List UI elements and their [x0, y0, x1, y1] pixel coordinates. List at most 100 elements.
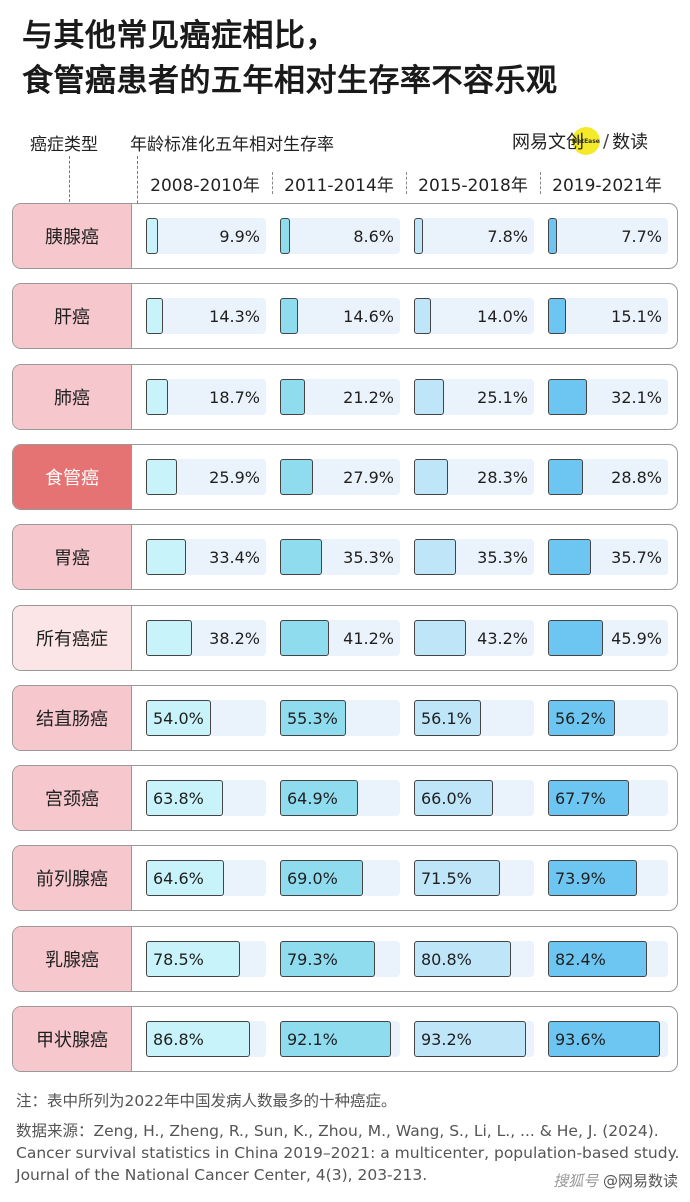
survival-bar	[146, 780, 223, 816]
period-separator	[406, 172, 407, 194]
bar-track: 43.2%	[414, 620, 534, 656]
title-line-1: 与其他常见癌症相比，	[22, 18, 337, 54]
period-separator	[272, 172, 273, 194]
value-label: 41.2%	[343, 628, 394, 648]
value-label: 33.4%	[209, 547, 260, 567]
value-label: 35.7%	[611, 547, 662, 567]
brand-logo: 网易文创 NetEase / 数读	[512, 126, 648, 156]
brand-slash: /	[603, 130, 610, 152]
value-label: 28.3%	[477, 467, 528, 487]
bar-track: 33.4%	[146, 539, 266, 575]
value-label: 14.0%	[477, 306, 528, 326]
survival-bar	[548, 780, 630, 816]
bar-track: 14.0%	[414, 298, 534, 334]
rate-label-leader-line	[137, 156, 138, 238]
brand-yellow-dot: NetEase	[572, 127, 600, 155]
value-label: 80.8%	[421, 949, 472, 969]
survival-bar	[280, 379, 306, 415]
bar-track: 56.2%	[548, 700, 668, 736]
period-label: 2019-2021年	[552, 176, 662, 196]
value-label: 14.6%	[343, 306, 394, 326]
cancer-type-label: 前列腺癌	[13, 846, 132, 910]
watermark-handle: @网易数读	[602, 1172, 678, 1190]
bar-track: 9.9%	[146, 218, 266, 254]
value-label: 14.3%	[209, 306, 260, 326]
survival-bar	[146, 700, 211, 736]
bar-track: 64.9%	[280, 780, 400, 816]
value-label: 63.8%	[153, 788, 204, 808]
value-label: 15.1%	[611, 306, 662, 326]
bar-track: 45.9%	[548, 620, 668, 656]
value-label: 35.3%	[477, 547, 528, 567]
survival-bar	[280, 620, 330, 656]
bar-track: 54.0%	[146, 700, 266, 736]
bar-track: 63.8%	[146, 780, 266, 816]
bar-track: 32.1%	[548, 379, 668, 415]
title-line-2: 食管癌患者的五年相对生存率不容乐观	[22, 63, 558, 99]
bar-track: 27.9%	[280, 459, 400, 495]
period-separator	[540, 172, 541, 194]
bar-track: 64.6%	[146, 860, 266, 896]
period-label: 2011-2014年	[284, 176, 394, 196]
bar-track: 7.8%	[414, 218, 534, 254]
bar-track: 66.0%	[414, 780, 534, 816]
bar-track: 93.6%	[548, 1021, 668, 1057]
footnote: 注：表中所列为2022年中国发病人数最多的十种癌症。	[16, 1092, 397, 1110]
cancer-row: 胃癌 33.4% 35.3% 35.3% 35.7%	[12, 524, 678, 590]
survival-bar	[414, 379, 445, 415]
bar-track: 69.0%	[280, 860, 400, 896]
value-label: 35.3%	[343, 547, 394, 567]
survival-bar	[548, 1021, 661, 1057]
survival-bar	[280, 1021, 391, 1057]
value-label: 69.0%	[287, 868, 338, 888]
survival-bar	[280, 539, 323, 575]
survival-bar	[548, 941, 647, 977]
survival-bar	[548, 379, 587, 415]
value-label: 92.1%	[287, 1029, 338, 1049]
cancer-type-column-label: 癌症类型	[30, 135, 98, 155]
value-label: 79.3%	[287, 949, 338, 969]
value-label: 21.2%	[343, 387, 394, 407]
cancer-row: 甲状腺癌 86.8% 92.1% 93.2% 93.6%	[12, 1006, 678, 1072]
bar-track: 35.3%	[414, 539, 534, 575]
bar-track: 67.7%	[548, 780, 668, 816]
survival-bar	[548, 459, 583, 495]
value-label: 28.8%	[611, 467, 662, 487]
survival-bar	[414, 539, 457, 575]
bar-track: 18.7%	[146, 379, 266, 415]
survival-bar	[414, 620, 466, 656]
survival-bar	[146, 620, 192, 656]
value-label: 56.1%	[421, 708, 472, 728]
bar-track: 35.3%	[280, 539, 400, 575]
brand-name: 网易文创	[512, 132, 584, 153]
survival-bar	[146, 218, 158, 254]
cancer-row: 宫颈癌 63.8% 64.9% 66.0% 67.7%	[12, 765, 678, 831]
survival-bar	[146, 379, 169, 415]
cancer-row: 食管癌 25.9% 27.9% 28.3% 28.8%	[12, 444, 678, 510]
survival-bar	[414, 1021, 526, 1057]
value-label: 66.0%	[421, 788, 472, 808]
bar-track: 15.1%	[548, 298, 668, 334]
bar-track: 86.8%	[146, 1021, 266, 1057]
cancer-type-label: 肝癌	[13, 284, 132, 348]
value-label: 71.5%	[421, 868, 472, 888]
survival-bar	[548, 860, 637, 896]
cancer-type-label: 食管癌	[13, 445, 132, 509]
survival-bar	[414, 700, 482, 736]
cancer-type-label: 肺癌	[13, 365, 132, 429]
survival-bar	[548, 620, 604, 656]
bar-track: 28.3%	[414, 459, 534, 495]
value-label: 18.7%	[209, 387, 260, 407]
survival-bar	[280, 218, 291, 254]
bar-track: 93.2%	[414, 1021, 534, 1057]
value-label: 38.2%	[209, 628, 260, 648]
cancer-row: 胰腺癌 9.9% 8.6% 7.8% 7.7%	[12, 203, 678, 269]
cancer-type-label: 胰腺癌	[13, 204, 132, 268]
survival-bar	[414, 860, 500, 896]
value-label: 64.9%	[287, 788, 338, 808]
survival-bar	[280, 459, 314, 495]
brand-sub-name: 数读	[612, 132, 649, 153]
survival-bar	[548, 218, 558, 254]
cancer-row: 所有癌症 38.2% 41.2% 43.2% 45.9%	[12, 605, 678, 671]
bar-track: 25.9%	[146, 459, 266, 495]
